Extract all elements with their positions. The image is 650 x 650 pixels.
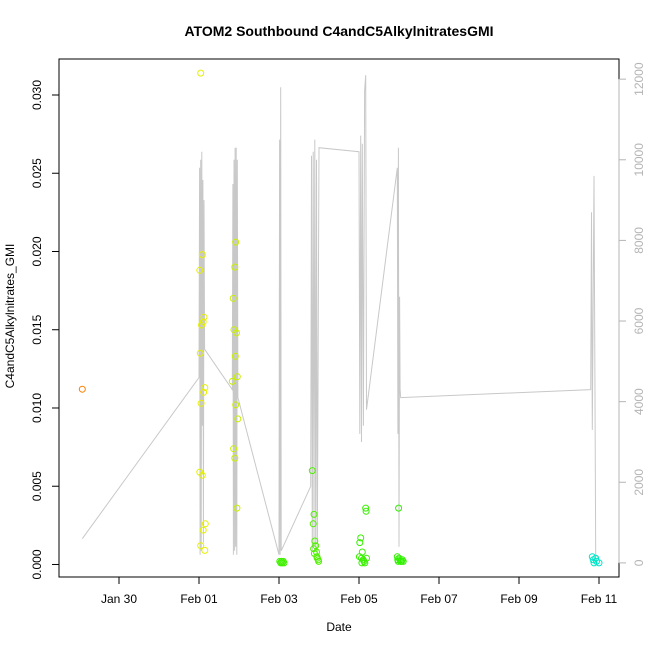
data-point [310, 510, 318, 518]
data-point [201, 546, 209, 554]
y-tick-label: 0.030 [30, 80, 44, 110]
data-point [234, 415, 242, 423]
altitude-line [81, 75, 600, 560]
data-point [588, 553, 596, 561]
data-point [78, 385, 86, 393]
data-point [395, 504, 403, 512]
x-tick-label: Feb 07 [420, 592, 458, 606]
x-tick-label: Feb 09 [500, 592, 538, 606]
y2-tick-label: 0 [632, 559, 646, 566]
data-point [197, 542, 205, 550]
data-point [198, 251, 206, 259]
data-point [231, 263, 239, 271]
data-point [280, 559, 288, 567]
data-point [362, 507, 370, 515]
data-point [363, 554, 370, 562]
x-tick-label: Feb 05 [340, 592, 378, 606]
data-point [399, 557, 407, 565]
data-point [228, 377, 236, 385]
y-axis-label: C4andC5Alkylnitrates_GMI [3, 244, 17, 389]
data-point [356, 539, 364, 547]
data-point [199, 526, 207, 534]
x-tick-label: Feb 03 [260, 592, 298, 606]
data-point [196, 349, 204, 357]
x-axis-label: Date [326, 620, 352, 634]
y2-tick-label: 2000 [632, 469, 646, 496]
points-layer [78, 69, 603, 567]
y-tick-label: 0.010 [30, 393, 44, 423]
y-tick-label: 0.005 [30, 471, 44, 501]
data-point [592, 554, 600, 562]
data-point [315, 557, 323, 565]
y-axis-right: 0 2000 4000 6000 8000 10000 12000 [618, 62, 646, 566]
y-tick-label: 0.000 [30, 549, 44, 579]
data-point [232, 401, 240, 409]
data-point [230, 445, 238, 453]
data-point [231, 454, 239, 462]
y-tick-label: 0.025 [30, 158, 44, 188]
data-point [197, 399, 205, 407]
data-point [197, 69, 205, 77]
x-tick-label: Feb 01 [180, 592, 218, 606]
y2-tick-label: 4000 [632, 388, 646, 415]
data-point [361, 559, 369, 567]
data-point [201, 384, 209, 392]
chart-title: ATOM2 Southbound C4andC5AlkylnitratesGMI [184, 23, 493, 39]
data-point [200, 313, 208, 321]
data-point [233, 329, 240, 337]
data-point [196, 266, 204, 274]
x-axis: Jan 30 Feb 01 Feb 03 Feb 05 Feb 07 Feb 09 Feb … [101, 576, 618, 606]
data-point [362, 504, 370, 512]
altitude-layer [81, 75, 600, 560]
x-tick-label: Jan 30 [101, 592, 137, 606]
data-point [309, 520, 317, 528]
data-point [232, 238, 240, 246]
data-point [233, 504, 241, 512]
y-axis-left: 0.000 0.005 0.010 0.015 0.020 0.025 0.030 [30, 80, 60, 579]
data-point [198, 471, 206, 479]
data-point [198, 321, 205, 329]
x-tick-label: Feb 11 [581, 592, 618, 606]
data-point [394, 557, 402, 565]
y-tick-label: 0.015 [30, 314, 44, 344]
data-point [201, 520, 209, 528]
y2-tick-label: 10000 [632, 143, 646, 177]
data-point [595, 559, 603, 567]
data-point [358, 559, 366, 567]
data-point [200, 388, 208, 396]
y2-tick-label: 6000 [632, 307, 646, 334]
y2-tick-label: 12000 [632, 62, 646, 96]
y-tick-label: 0.020 [30, 236, 44, 266]
data-point [229, 294, 237, 302]
data-point [308, 467, 316, 475]
data-point [357, 534, 365, 542]
data-point [311, 537, 319, 545]
data-point [231, 352, 239, 360]
plot-frame [58, 58, 620, 578]
data-point [233, 373, 241, 381]
y2-tick-label: 8000 [632, 227, 646, 254]
